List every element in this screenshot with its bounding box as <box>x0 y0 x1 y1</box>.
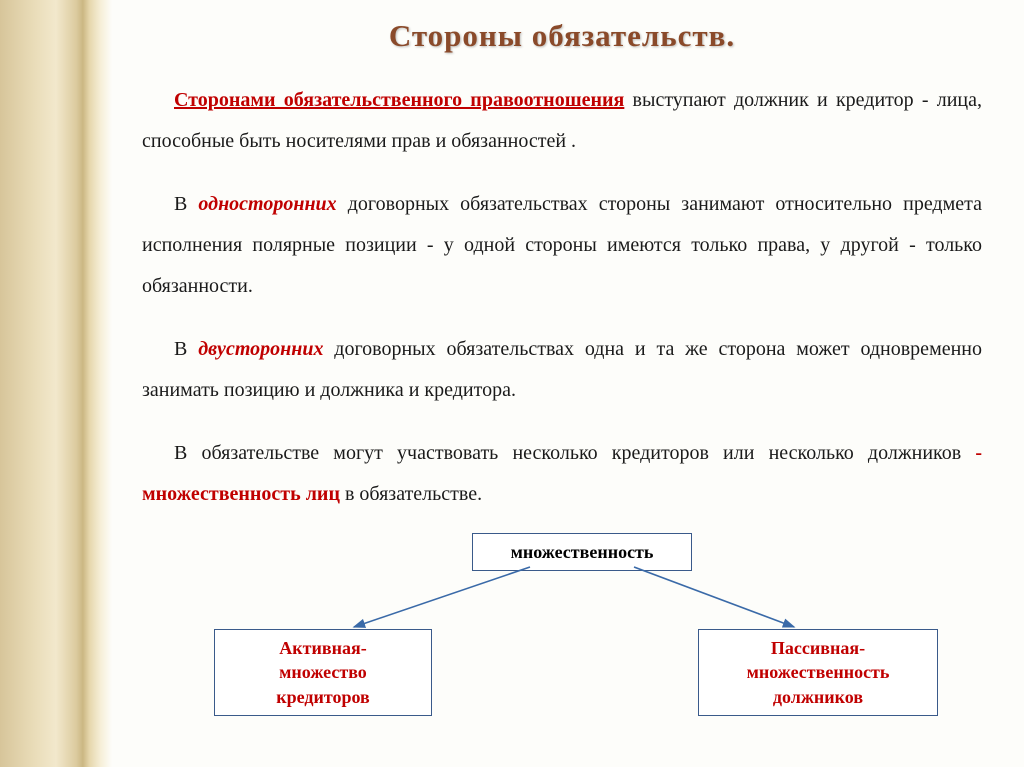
p4-rest: в обязательстве. <box>340 483 482 505</box>
diagram: множественность Активная- множество кред… <box>142 529 982 719</box>
paragraph-3: В двусторонних договорных обязательствах… <box>142 329 982 411</box>
box-right-line3: должников <box>707 685 929 709</box>
p2-keyword: односторонних <box>198 193 336 215</box>
slide-content: Стороны обязательств. Сторонами обязател… <box>112 0 1024 767</box>
paragraph-4: В обязательстве могут участвовать нескол… <box>142 433 982 515</box>
box-left-line1: Активная- <box>223 636 423 660</box>
p1-lead: Сторонами обязательственного правоотноше… <box>174 89 624 111</box>
box-left-line3: кредиторов <box>223 685 423 709</box>
paragraph-2: В односторонних договорных обязательства… <box>142 184 982 307</box>
arrow-left <box>354 567 530 627</box>
p2-pre: В <box>174 193 198 215</box>
p3-pre: В <box>174 338 198 360</box>
slide-title: Стороны обязательств. <box>142 18 982 54</box>
decorative-sidebar <box>0 0 112 767</box>
diagram-box-right: Пассивная- множественность должников <box>698 629 938 716</box>
box-right-line1: Пассивная- <box>707 636 929 660</box>
box-left-line2: множество <box>223 660 423 684</box>
diagram-box-top: множественность <box>472 533 692 571</box>
box-right-line2: множественность <box>707 660 929 684</box>
p3-keyword: двусторонних <box>198 338 323 360</box>
diagram-box-left: Активная- множество кредиторов <box>214 629 432 716</box>
arrow-right <box>634 567 794 627</box>
paragraph-1: Сторонами обязательственного правоотноше… <box>142 80 982 162</box>
p4-pre: В обязательстве могут участвовать нескол… <box>174 442 975 464</box>
